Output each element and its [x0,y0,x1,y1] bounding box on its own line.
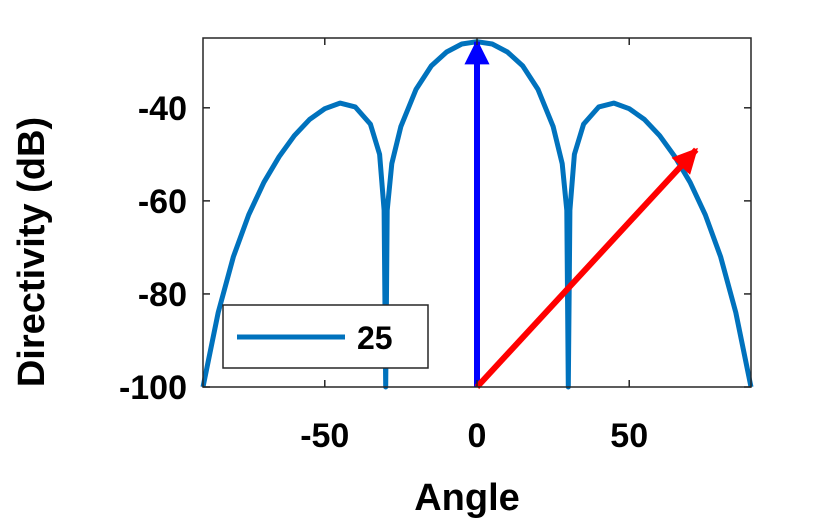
x-tick-label: 0 [468,417,487,455]
y-tick-label: -40 [138,90,187,128]
x-axis-label: Angle [414,477,520,519]
y-axis-ticks: -40 -60 -80 -100 [119,90,751,407]
y-axis-label: Directivity (dB) [11,117,53,387]
y-tick-label: -60 [138,183,187,221]
y-tick-label: -80 [138,276,187,314]
x-tick-label: 50 [610,417,648,455]
legend-entry-label: 25 [357,320,393,356]
x-axis-ticks: -50 0 50 [300,38,648,455]
y-tick-label: -100 [119,369,187,407]
x-tick-label: -50 [300,417,349,455]
red-arrow [474,147,699,390]
legend: 25 [222,304,429,369]
